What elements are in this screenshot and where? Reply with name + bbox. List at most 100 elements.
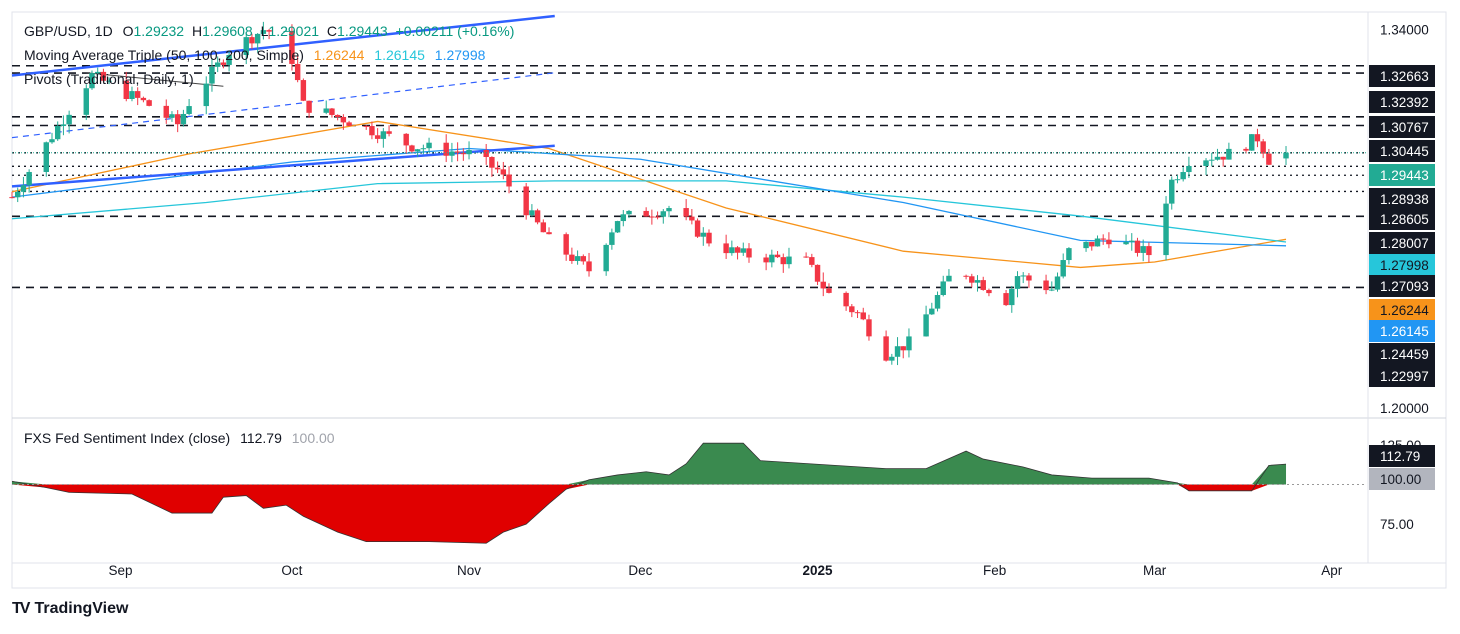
price-axis[interactable]: 1.34000 1.20000 1.32663 1.32392 1.30767 1.304… <box>1369 23 1435 416</box>
candle <box>774 251 781 258</box>
candle-body <box>1020 275 1026 277</box>
candle-body <box>66 114 72 125</box>
candle-body <box>306 100 312 113</box>
candle <box>563 232 569 261</box>
candle-body <box>934 295 941 309</box>
candle-body <box>249 37 255 44</box>
time-tick-label: Feb <box>983 563 1006 578</box>
candle <box>963 274 969 280</box>
candle <box>54 121 61 141</box>
candle <box>140 96 147 103</box>
candle-body <box>500 169 507 175</box>
candle-body <box>974 280 981 283</box>
candle <box>1146 242 1152 263</box>
candle-body <box>1249 134 1255 151</box>
candle <box>740 242 746 256</box>
candle <box>649 209 655 225</box>
candle-body <box>883 336 889 361</box>
candle <box>860 307 866 321</box>
price-tag-bg <box>1369 299 1435 321</box>
candle-body <box>129 91 135 100</box>
candle-body <box>1254 134 1261 142</box>
price-tag-label: 1.29443 <box>1380 168 1429 183</box>
candle <box>1134 237 1141 257</box>
candle-body <box>89 73 95 89</box>
candle-body <box>209 66 215 84</box>
candle-body <box>494 167 501 170</box>
ma-label[interactable]: Moving Average Triple (50, 100, 200, Sim… <box>24 47 304 63</box>
candle-body <box>900 346 906 351</box>
candle <box>809 253 815 268</box>
tradingview-logo[interactable]: TV TradingView <box>12 600 128 618</box>
candle-body <box>420 148 427 150</box>
price-tag-label: 1.30767 <box>1380 120 1429 135</box>
candle-body <box>729 247 735 254</box>
candle-body <box>9 197 15 199</box>
low-value: L1.29021 <box>260 23 320 39</box>
candle-body <box>1100 238 1106 240</box>
price-tag-bg <box>1369 188 1435 210</box>
candle <box>1169 176 1175 210</box>
candle <box>626 209 632 219</box>
candle <box>186 99 192 116</box>
candle-body <box>534 210 541 223</box>
candle <box>940 275 946 297</box>
candle <box>94 67 101 76</box>
price-tag-label: 1.27093 <box>1380 279 1429 294</box>
price-tag-pivot: 1.22997 <box>1369 365 1435 387</box>
candle-body <box>454 151 461 153</box>
candle <box>163 99 169 124</box>
candle <box>1180 167 1186 182</box>
candle-body <box>1226 148 1232 160</box>
candle <box>1060 253 1066 279</box>
candle-body <box>226 54 232 65</box>
candle-body <box>860 312 866 320</box>
candle-body <box>1146 246 1152 256</box>
candle-body <box>980 280 986 290</box>
price-tag-bg <box>1369 320 1435 342</box>
candle <box>1026 273 1032 288</box>
candle <box>1049 281 1055 292</box>
candle <box>700 227 706 246</box>
price-tag-label: 1.28938 <box>1380 192 1429 207</box>
candle <box>574 250 581 265</box>
candle <box>1220 156 1226 167</box>
pivots-label[interactable]: Pivots (Traditional, Daily, 1) <box>24 71 194 87</box>
candle <box>900 346 906 359</box>
price-tag-pivot: 1.28938 <box>1369 188 1435 210</box>
candle <box>934 291 941 312</box>
candle-body <box>946 275 952 282</box>
time-axis[interactable]: Sep Oct Nov Dec 2025 Feb Mar Apr <box>109 563 1343 578</box>
candle-body <box>1066 248 1072 261</box>
candle <box>506 166 512 194</box>
candle-body <box>740 248 746 253</box>
candle-body <box>1260 141 1266 154</box>
candle-body <box>1186 165 1192 173</box>
candle-body <box>1140 246 1146 253</box>
candle-body <box>614 221 621 233</box>
candle-body <box>814 264 821 282</box>
candle-body <box>1003 293 1009 306</box>
candle-body <box>734 247 741 253</box>
price-tag-label: 1.32663 <box>1380 69 1429 84</box>
candle <box>466 141 472 160</box>
sentiment-label[interactable]: FXS Fed Sentiment Index (close) <box>24 430 231 446</box>
candle <box>660 209 667 224</box>
candle-body <box>580 256 587 262</box>
price-tag-bg <box>1369 365 1435 387</box>
candle-body <box>1283 152 1289 159</box>
symbol-title[interactable]: GBP/USD, 1D <box>24 23 113 39</box>
price-tag-pivot: 1.32392 <box>1369 91 1435 113</box>
candle <box>249 33 255 49</box>
candle <box>609 228 615 250</box>
candle-body <box>26 171 32 186</box>
candle <box>174 110 181 133</box>
candle <box>134 87 141 106</box>
candle-body <box>603 244 609 272</box>
candle-body <box>683 208 689 217</box>
candle-body <box>54 126 61 140</box>
candle-body <box>20 185 27 192</box>
candle <box>603 243 609 276</box>
candle-body <box>809 257 815 265</box>
